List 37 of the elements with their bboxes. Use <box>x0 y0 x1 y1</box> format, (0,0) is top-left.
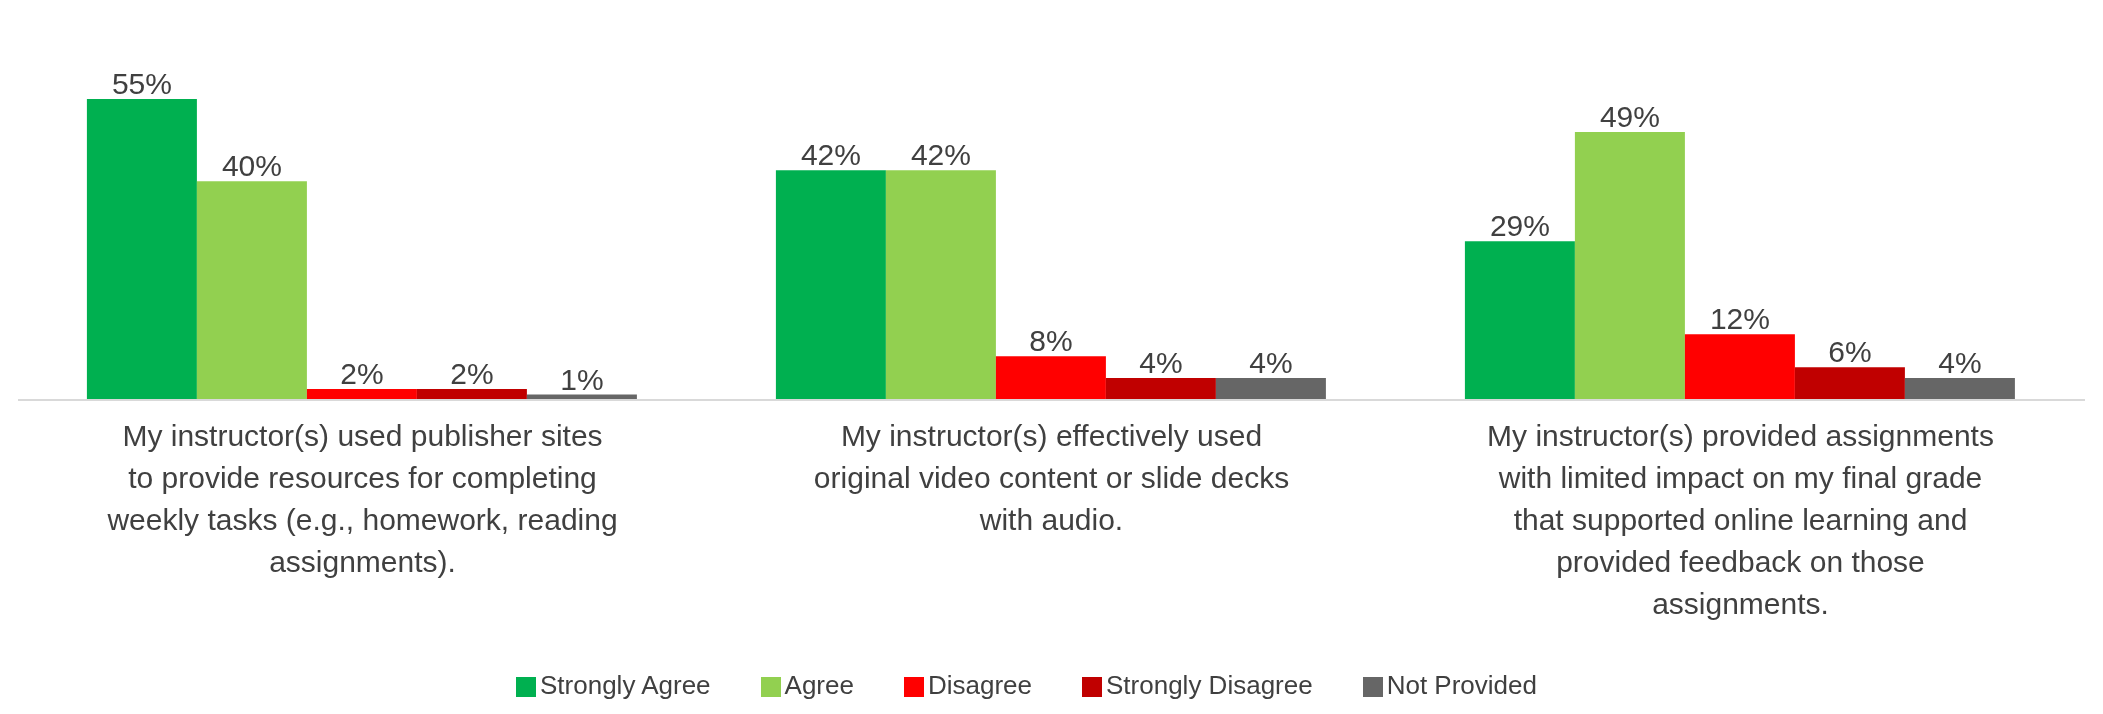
data-label: 42% <box>910 138 971 172</box>
bar <box>1464 241 1575 400</box>
bar <box>1215 378 1326 400</box>
data-label: 49% <box>1599 99 1660 133</box>
data-label: 6% <box>1828 335 1872 369</box>
bar <box>416 389 527 400</box>
bar <box>1684 334 1795 400</box>
data-label: 4% <box>1938 346 1982 380</box>
bar <box>775 170 886 400</box>
data-label: 42% <box>800 138 861 172</box>
legend-label: Not Provided <box>1386 670 1537 700</box>
data-label: 2% <box>450 357 494 391</box>
data-label: 1% <box>560 362 604 396</box>
bar <box>885 170 996 400</box>
legend-label: Disagree <box>927 670 1033 700</box>
bar <box>995 356 1106 400</box>
data-label: 55% <box>111 67 172 101</box>
legend-label: Agree <box>784 670 854 700</box>
data-label: 29% <box>1489 209 1550 243</box>
bar <box>86 99 197 400</box>
bar <box>1904 378 2015 400</box>
data-label: 2% <box>340 357 384 391</box>
x-tick-label: My instructor(s) used publisher sites to provide resources for completing weekly tasks (e.g., homework, reading assignments). <box>106 419 618 578</box>
data-label: 12% <box>1709 302 1770 336</box>
legend-label: Strongly Agree <box>540 670 711 700</box>
bar <box>1574 131 1685 400</box>
x-tick-label: My instructor(s) effectively used original video content or slide decks with audio. <box>813 419 1290 536</box>
data-label: 4% <box>1139 346 1183 380</box>
bar <box>306 389 417 400</box>
x-tick-label: My instructor(s) provided assignments with limited impact on my final grade that supported online learning and provided feedback on those assignments. <box>1487 419 1994 620</box>
bar <box>1794 367 1905 400</box>
data-label: 8% <box>1029 324 1073 358</box>
bar <box>196 181 307 400</box>
legend-label: Strongly Disagree <box>1106 670 1313 700</box>
data-label: 40% <box>221 149 282 183</box>
data-label: 4% <box>1249 346 1293 380</box>
bar <box>1105 378 1216 400</box>
